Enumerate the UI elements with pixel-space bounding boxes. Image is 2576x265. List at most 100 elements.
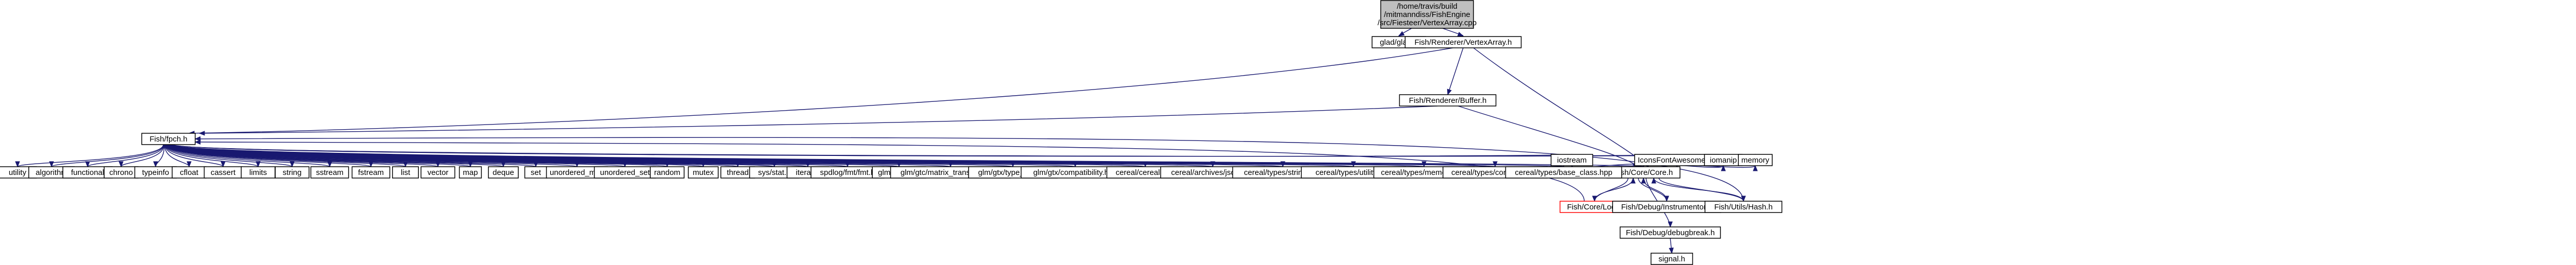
edge-fishpch-h2-arrowhead [85, 161, 90, 168]
node-header-sys-stat-h-label: sys/stat.h [758, 168, 790, 177]
node-header-cereal-types-base-class-hpp[interactable]: cereal/types/base_class.hpp [1505, 166, 1622, 179]
edge-fishpch-h11 [165, 144, 406, 167]
edge-vertexarray-fishpch [189, 47, 1453, 134]
edge-fishpch-h7-arrowhead [256, 161, 261, 168]
node-header-glm-gtx-compatibility-hpp[interactable]: glm/gtx/compatibility.hpp [1021, 166, 1130, 179]
node-header-string-label: string [283, 168, 302, 177]
edge-buffer-core [1458, 105, 1639, 167]
edge-fishpch-h14 [166, 144, 504, 167]
node-vertexarray-h[interactable]: Fish/Renderer/VertexArray.h [1404, 36, 1522, 48]
node-memory-label: memory [1741, 156, 1770, 165]
node-log-h[interactable]: Fish/Core/Log.h [1560, 201, 1630, 213]
edge-fishpch-h12 [166, 144, 438, 167]
edge-vertexarray-core [1473, 47, 1649, 167]
root-node-label-1: /home/travis/build [1397, 2, 1458, 11]
edge-hash-fishpch [195, 137, 1744, 202]
node-header-cfloat-label: cfloat [180, 168, 199, 177]
edge-log-fishpch [195, 142, 1585, 202]
node-header-functional-label: functional [71, 168, 104, 177]
edge-core-debugbreak-arrowhead [1668, 221, 1673, 228]
dependency-nodes: /home/travis/build/mitmanndiss/FishEngin… [0, 0, 1783, 265]
edge-core-log [1594, 178, 1629, 202]
edge-instrumentor-core-arrowhead [1641, 177, 1646, 184]
node-header-deque[interactable]: deque [488, 166, 519, 179]
edge-fishpch-h5-arrowhead [187, 161, 192, 168]
node-instrumentor-h-label: Fish/Debug/Instrumentor.h [1621, 203, 1713, 211]
edge-hash-core-arrowhead [1651, 177, 1656, 184]
node-debugbreak-h[interactable]: Fish/Debug/debugbreak.h [1619, 226, 1721, 239]
node-header-typeinfo[interactable]: typeinfo [134, 166, 177, 179]
node-iostream[interactable]: iostream [1550, 154, 1594, 166]
node-instrumentor-h[interactable]: Fish/Debug/Instrumentor.h [1612, 201, 1721, 213]
node-header-chrono-label: chrono [109, 168, 133, 177]
node-header-typeinfo-label: typeinfo [142, 168, 170, 177]
node-debugbreak-h-label: Fish/Debug/debugbreak.h [1626, 228, 1715, 237]
node-header-cassert-label: cassert [211, 168, 236, 177]
node-iconsfont-label: IconsFontAwesome5.h [1638, 156, 1716, 165]
edge-log-fishpch-arrowhead [194, 139, 201, 145]
node-header-unordered-set[interactable]: unordered_set [594, 166, 656, 179]
edge-fishpch-h0-arrowhead [15, 161, 20, 168]
edge-hash-core [1653, 178, 1744, 202]
node-hash-h-label: Fish/Utils/Hash.h [1714, 203, 1772, 211]
node-iostream-label: iostream [1557, 156, 1587, 165]
node-iconsfont[interactable]: IconsFontAwesome5.h [1634, 154, 1720, 166]
node-header-cassert[interactable]: cassert [204, 166, 243, 179]
node-memory[interactable]: memory [1738, 154, 1773, 166]
edge-vertexarray-buffer-arrowhead [1447, 89, 1452, 96]
node-header-algorithm-label: algorithm [36, 168, 67, 177]
node-header-vector[interactable]: vector [420, 166, 455, 179]
edge-log-core [1594, 178, 1634, 202]
node-header-cereal-types-utility-hpp-label: cereal/types/utility.hpp [1315, 168, 1391, 177]
edge-fishpch-h13 [166, 144, 471, 167]
node-header-map[interactable]: map [459, 166, 482, 179]
edge-buffer-fishpch [199, 105, 1438, 134]
edge-hash-fishpch-arrowhead [194, 136, 201, 142]
node-fishpch[interactable]: Fish/fpch.h [141, 133, 196, 145]
node-header-map-label: map [463, 168, 478, 177]
edge-fishpch-core [173, 144, 1644, 167]
node-header-glm-gtx-compatibility-hpp-label: glm/gtx/compatibility.hpp [1033, 168, 1117, 177]
node-header-random[interactable]: random [650, 166, 685, 179]
node-buffer-h[interactable]: Fish/Renderer/Buffer.h [1399, 94, 1497, 107]
edge-fishpch-h15 [166, 144, 536, 167]
node-header-cfloat[interactable]: cfloat [172, 166, 207, 179]
edge-root-vertexarray-arrowhead [1457, 31, 1464, 37]
node-header-cereal-cereal-hpp-label: cereal/cereal.hpp [1115, 168, 1175, 177]
root-node[interactable]: /home/travis/build/mitmanndiss/FishEngin… [1378, 0, 1477, 29]
node-log-h-label: Fish/Core/Log.h [1567, 203, 1622, 211]
edge-fishpch-h10 [165, 144, 371, 167]
node-iomanip-label: iomanip [1710, 156, 1737, 165]
node-header-cereal-types-base-class-hpp-label: cereal/types/base_class.hpp [1515, 168, 1612, 177]
node-signal-h-label: signal.h [1658, 255, 1685, 263]
node-fishpch-label: Fish/fpch.h [149, 135, 187, 144]
edge-debugbreak-signal-arrowhead [1669, 248, 1674, 254]
edge-vertexarray-buffer [1447, 47, 1464, 95]
node-iomanip[interactable]: iomanip [1704, 154, 1743, 166]
node-header-string[interactable]: string [275, 166, 310, 179]
node-header-unordered-set-label: unordered_set [600, 168, 651, 177]
node-header-mutex[interactable]: mutex [688, 166, 719, 179]
node-hash-h[interactable]: Fish/Utils/Hash.h [1704, 201, 1783, 213]
node-header-thread[interactable]: thread [720, 166, 755, 179]
node-header-spdlog-fmt-fmt-h[interactable]: spdlog/fmt/fmt.h [810, 166, 885, 179]
node-header-spdlog-fmt-fmt-h-label: spdlog/fmt/fmt.h [820, 168, 875, 177]
node-signal-h[interactable]: signal.h [1650, 253, 1693, 265]
edge-root-glad-arrowhead [1398, 31, 1405, 37]
node-header-fstream[interactable]: fstream [351, 166, 391, 179]
node-header-list[interactable]: list [392, 166, 419, 179]
node-header-sstream[interactable]: sstream [310, 166, 349, 179]
node-header-mutex-label: mutex [693, 168, 714, 177]
node-header-unordered-map[interactable]: unordered_map [546, 166, 608, 179]
edge-fishpch-h3-arrowhead [118, 161, 124, 168]
node-header-set[interactable]: set [524, 166, 548, 179]
node-header-random-label: random [654, 168, 681, 177]
edge-fishpch-h8 [165, 144, 293, 167]
node-header-limits[interactable]: limits [241, 166, 276, 179]
edge-fishpch-h6 [164, 144, 224, 167]
edge-fishpch-h7 [164, 144, 259, 167]
node-header-utility-label: utility [9, 168, 27, 177]
root-node-label-3: /src/Fiesteer/VertexArray.cpp [1378, 19, 1477, 27]
node-header-chrono[interactable]: chrono [104, 166, 139, 179]
